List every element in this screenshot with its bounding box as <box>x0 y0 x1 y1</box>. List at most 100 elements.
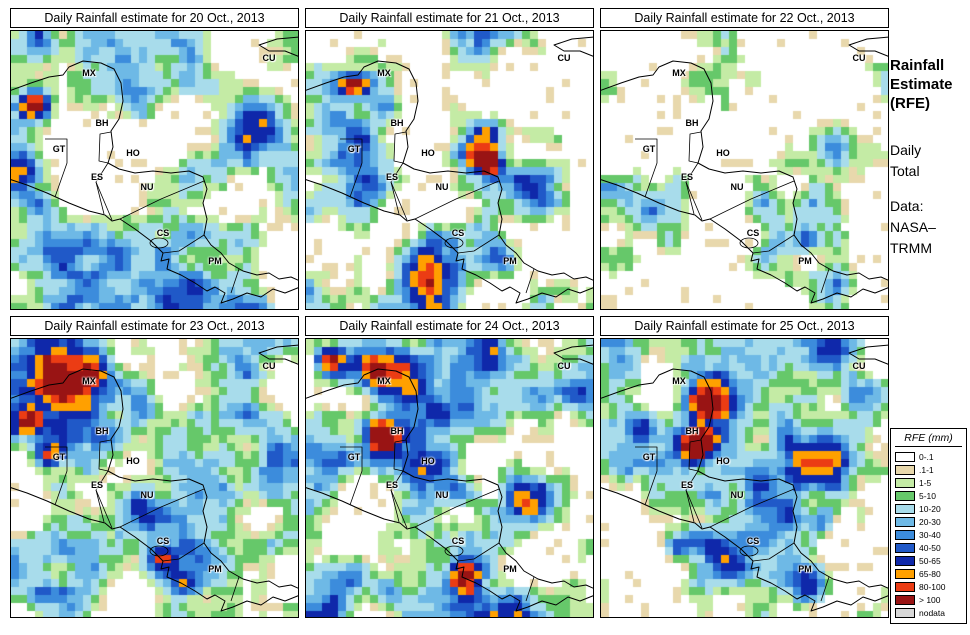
country-label-cu: CU <box>262 361 276 371</box>
country-label-pm: PM <box>208 564 222 574</box>
legend-swatch <box>895 568 915 579</box>
country-label-mx: MX <box>82 68 96 78</box>
panel-title: Daily Rainfall estimate for 25 Oct., 201… <box>600 316 889 336</box>
country-label-cu: CU <box>262 53 276 63</box>
country-label-gt: GT <box>642 144 656 154</box>
country-label-es: ES <box>385 480 399 490</box>
legend-swatch <box>895 607 915 618</box>
rainfall-raster <box>601 31 888 309</box>
country-label-ho: HO <box>126 456 140 466</box>
country-label-pm: PM <box>503 256 517 266</box>
country-label-cu: CU <box>557 361 571 371</box>
country-label-pm: PM <box>798 256 812 266</box>
country-label-bh: BH <box>95 426 109 436</box>
country-label-mx: MX <box>672 68 686 78</box>
country-label-cs: CS <box>451 536 465 546</box>
legend-swatch <box>895 555 915 566</box>
legend-label: 50-65 <box>919 555 941 566</box>
legend-rows: 0-.1 .1-1 1-5 5-10 10-20 20-30 30-40 40-50 50-65… <box>895 450 962 619</box>
panel-title: Daily Rainfall estimate for 23 Oct., 201… <box>10 316 299 336</box>
country-label-cs: CS <box>156 228 170 238</box>
country-label-cu: CU <box>852 361 866 371</box>
country-label-nu: NU <box>730 182 744 192</box>
legend-swatch <box>895 542 915 553</box>
country-label-es: ES <box>90 480 104 490</box>
rainfall-raster <box>306 339 593 617</box>
daily-total-label: Daily Total <box>890 142 922 179</box>
legend-label: 65-80 <box>919 568 941 579</box>
map-area: CU MX BH GT HO ES NU CS PM <box>305 30 594 310</box>
map-area: CU MX BH GT HO ES NU CS PM <box>10 30 299 310</box>
legend-label: 20-30 <box>919 516 941 527</box>
country-label-cu: CU <box>852 53 866 63</box>
country-label-pm: PM <box>208 256 222 266</box>
legend-swatch <box>895 581 915 592</box>
country-label-nu: NU <box>435 490 449 500</box>
legend-row: .1-1 <box>895 463 962 476</box>
rainfall-raster <box>11 339 298 617</box>
legend-row: 5-10 <box>895 489 962 502</box>
legend-label: .1-1 <box>919 464 934 475</box>
country-label-ho: HO <box>421 148 435 158</box>
rfe-heading: Rainfall Estimate (RFE) <box>890 57 953 112</box>
panel-title: Daily Rainfall estimate for 21 Oct., 201… <box>305 8 594 28</box>
country-label-es: ES <box>90 172 104 182</box>
country-label-nu: NU <box>140 490 154 500</box>
country-label-nu: NU <box>435 182 449 192</box>
rainfall-panel: Daily Rainfall estimate for 25 Oct., 201… <box>600 316 889 618</box>
country-label-ho: HO <box>421 456 435 466</box>
legend-swatch <box>895 490 915 501</box>
country-label-ho: HO <box>716 148 730 158</box>
legend-swatch <box>895 477 915 488</box>
legend-label: 5-10 <box>919 490 937 501</box>
legend-label: 0-.1 <box>919 451 934 462</box>
legend-label: 10-20 <box>919 503 941 514</box>
legend-label: 40-50 <box>919 542 941 553</box>
country-label-gt: GT <box>642 452 656 462</box>
legend-title: RFE (mm) <box>895 432 962 447</box>
country-label-cs: CS <box>451 228 465 238</box>
legend-row: 0-.1 <box>895 450 962 463</box>
country-label-es: ES <box>680 172 694 182</box>
legend-row: > 100 <box>895 593 962 606</box>
legend-row: 10-20 <box>895 502 962 515</box>
country-label-mx: MX <box>377 376 391 386</box>
rainfall-raster <box>601 339 888 617</box>
country-label-bh: BH <box>390 118 404 128</box>
legend-row: 20-30 <box>895 515 962 528</box>
country-label-cs: CS <box>156 536 170 546</box>
legend-row: nodata <box>895 606 962 619</box>
legend-label: 1-5 <box>919 477 932 488</box>
country-label-nu: NU <box>140 182 154 192</box>
country-label-bh: BH <box>685 426 699 436</box>
country-label-pm: PM <box>798 564 812 574</box>
data-source-label: Data: NASA– TRMM <box>890 198 936 256</box>
country-label-gt: GT <box>347 452 361 462</box>
legend-row: 40-50 <box>895 541 962 554</box>
rainfall-raster <box>306 31 593 309</box>
legend-label: 30-40 <box>919 529 941 540</box>
map-area: CU MX BH GT HO ES NU CS PM <box>10 338 299 618</box>
country-label-gt: GT <box>52 144 66 154</box>
rainfall-panel: Daily Rainfall estimate for 24 Oct., 201… <box>305 316 594 618</box>
legend-swatch <box>895 451 915 462</box>
legend-swatch <box>895 516 915 527</box>
legend-label: > 100 <box>919 594 941 605</box>
rainfall-raster <box>11 31 298 309</box>
map-area: CU MX BH GT HO ES NU CS PM <box>600 30 889 310</box>
rainfall-panel: Daily Rainfall estimate for 23 Oct., 201… <box>10 316 299 618</box>
country-label-gt: GT <box>52 452 66 462</box>
country-label-mx: MX <box>672 376 686 386</box>
legend-label: nodata <box>919 607 945 618</box>
legend-swatch <box>895 594 915 605</box>
legend-label: 80-100 <box>919 581 946 592</box>
legend-swatch <box>895 503 915 514</box>
legend-swatch <box>895 464 915 475</box>
country-label-es: ES <box>680 480 694 490</box>
country-label-pm: PM <box>503 564 517 574</box>
country-label-es: ES <box>385 172 399 182</box>
map-area: CU MX BH GT HO ES NU CS PM <box>305 338 594 618</box>
country-label-cu: CU <box>557 53 571 63</box>
panel-title: Daily Rainfall estimate for 24 Oct., 201… <box>305 316 594 336</box>
